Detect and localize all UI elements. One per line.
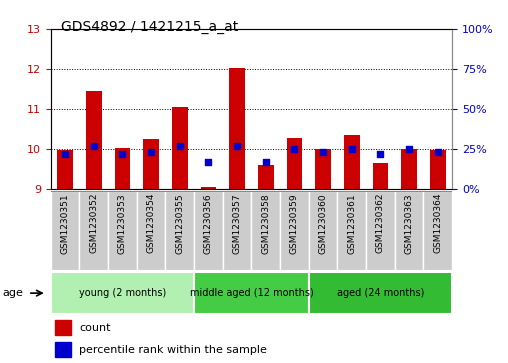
Bar <box>258 165 274 189</box>
Bar <box>86 91 102 189</box>
Point <box>90 143 98 148</box>
Point <box>233 143 241 148</box>
Bar <box>372 163 388 189</box>
Point <box>204 159 212 164</box>
Point <box>319 149 327 155</box>
Text: young (2 months): young (2 months) <box>79 288 166 298</box>
Bar <box>55 320 71 335</box>
Point <box>376 151 385 156</box>
Text: GSM1230352: GSM1230352 <box>89 193 99 253</box>
Point <box>291 146 299 152</box>
Point <box>347 146 356 152</box>
Bar <box>287 138 302 189</box>
Point <box>118 151 126 156</box>
Text: GSM1230359: GSM1230359 <box>290 193 299 254</box>
Bar <box>194 272 309 314</box>
Text: GSM1230362: GSM1230362 <box>376 193 385 253</box>
Bar <box>201 187 216 189</box>
Bar <box>115 148 131 189</box>
Bar <box>430 150 446 189</box>
Text: GSM1230361: GSM1230361 <box>347 193 356 254</box>
Bar <box>143 139 159 189</box>
Text: GSM1230351: GSM1230351 <box>60 193 70 254</box>
Bar <box>395 191 424 270</box>
Bar <box>337 191 366 270</box>
Bar <box>315 149 331 189</box>
Bar <box>309 272 452 314</box>
Text: aged (24 months): aged (24 months) <box>337 288 424 298</box>
Bar <box>401 149 417 189</box>
Text: percentile rank within the sample: percentile rank within the sample <box>79 345 267 355</box>
Text: GSM1230354: GSM1230354 <box>147 193 155 253</box>
Bar <box>51 191 79 270</box>
Bar <box>57 150 73 189</box>
Bar <box>172 107 187 189</box>
Bar <box>108 191 137 270</box>
Text: GSM1230355: GSM1230355 <box>175 193 184 254</box>
Bar <box>194 191 223 270</box>
Point <box>262 159 270 164</box>
Bar <box>309 191 337 270</box>
Bar <box>166 191 194 270</box>
Text: GSM1230358: GSM1230358 <box>261 193 270 254</box>
Bar <box>366 191 395 270</box>
Bar <box>55 342 71 357</box>
Bar <box>251 191 280 270</box>
Text: GSM1230357: GSM1230357 <box>233 193 242 254</box>
Point <box>405 146 413 152</box>
Bar <box>344 135 360 189</box>
Bar <box>51 272 194 314</box>
Point <box>61 151 69 156</box>
Text: GSM1230364: GSM1230364 <box>433 193 442 253</box>
Bar <box>424 191 452 270</box>
Bar <box>79 191 108 270</box>
Bar <box>280 191 309 270</box>
Text: age: age <box>3 288 23 298</box>
Text: GSM1230353: GSM1230353 <box>118 193 127 254</box>
Text: middle aged (12 months): middle aged (12 months) <box>189 288 313 298</box>
Bar <box>229 68 245 189</box>
Text: GSM1230360: GSM1230360 <box>319 193 328 254</box>
Point <box>176 143 184 148</box>
Text: count: count <box>79 323 110 333</box>
Point <box>147 149 155 155</box>
Text: GSM1230356: GSM1230356 <box>204 193 213 254</box>
Text: GSM1230363: GSM1230363 <box>404 193 414 254</box>
Text: GDS4892 / 1421215_a_at: GDS4892 / 1421215_a_at <box>61 20 238 34</box>
Bar <box>223 191 251 270</box>
Point <box>434 149 442 155</box>
Bar <box>137 191 166 270</box>
